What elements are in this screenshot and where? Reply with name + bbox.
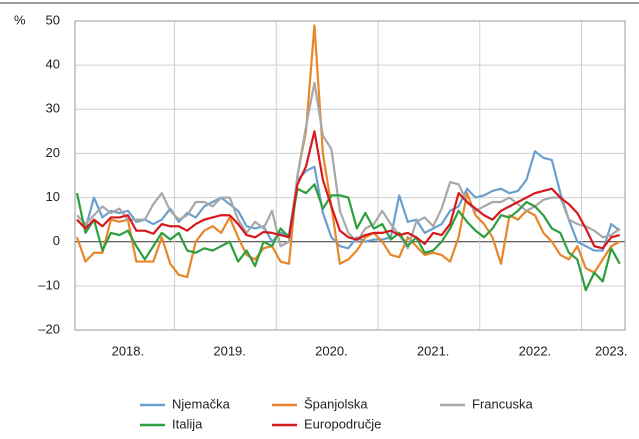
legend-label: Italija <box>172 416 203 431</box>
plot-frame <box>74 20 626 331</box>
legend-label: Europodručje <box>304 416 381 431</box>
series-line <box>76 130 620 250</box>
x-tick-label: 2018. <box>112 343 145 358</box>
x-tick-label: 2023. <box>595 343 628 358</box>
y-tick-label: 20 <box>46 145 60 160</box>
y-tick-label: –10 <box>38 277 60 292</box>
y-tick-label: –20 <box>38 321 60 336</box>
x-tick-label: 2021. <box>417 343 450 358</box>
series-line <box>76 150 621 252</box>
series-line <box>75 24 621 279</box>
series-line <box>76 81 621 250</box>
x-tick-label: 2019. <box>213 343 246 358</box>
series-line <box>75 183 621 292</box>
y-tick-label: 30 <box>46 101 60 116</box>
y-tick-label: 0 <box>53 233 60 248</box>
y-axis-label: % <box>14 12 26 27</box>
legend-label: Francuska <box>472 396 533 411</box>
x-tick-label: 2022. <box>519 343 552 358</box>
legend-label: Španjolska <box>304 396 368 411</box>
y-tick-label: 40 <box>46 57 60 72</box>
y-tick-label: 10 <box>46 189 60 204</box>
y-tick-label: 50 <box>46 12 60 27</box>
legend-label: Njemačka <box>172 396 231 411</box>
x-tick-label: 2020. <box>315 343 348 358</box>
